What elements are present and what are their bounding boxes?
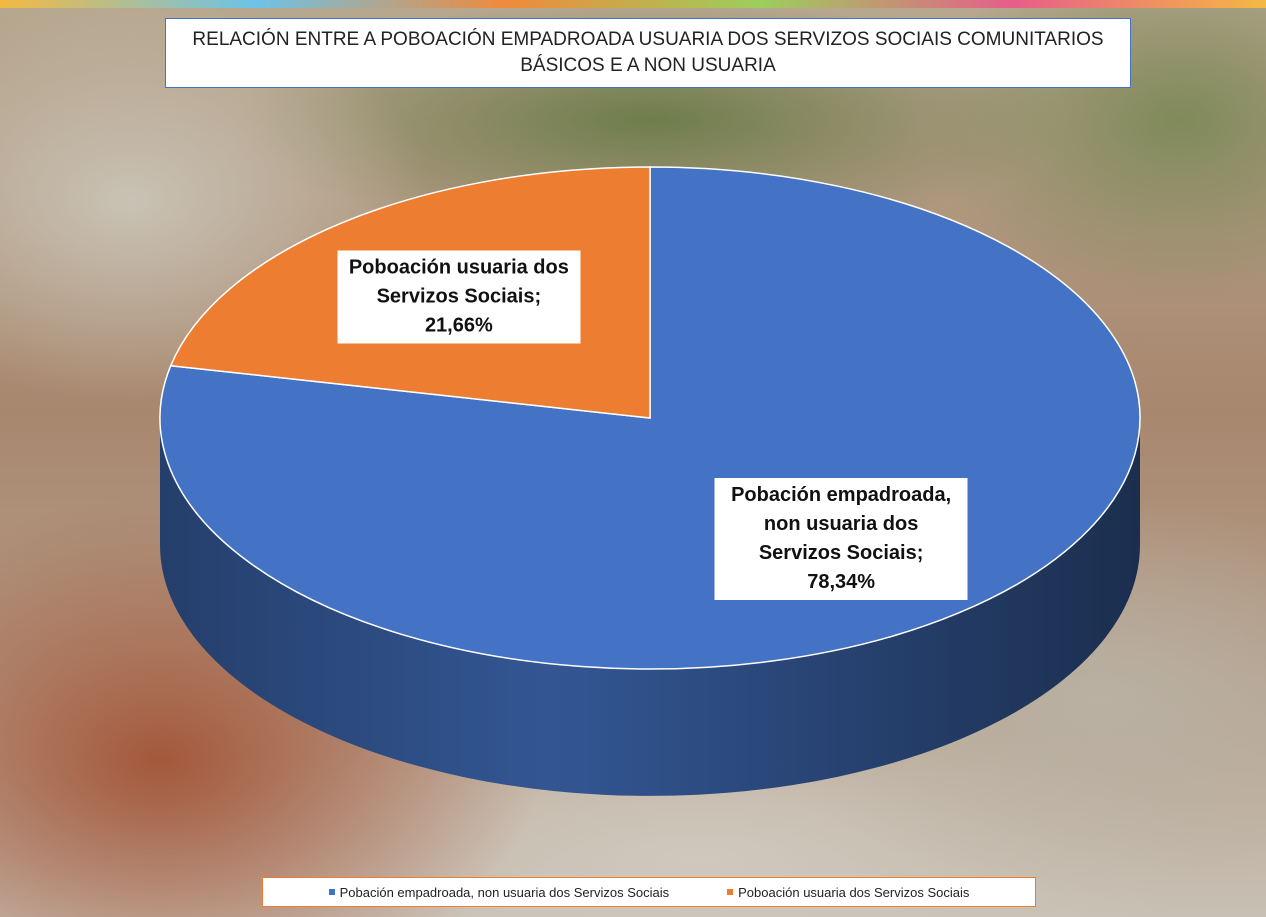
chart-title: RELACIÓN ENTRE A POBOACIÓN EMPADROADA US…	[165, 18, 1131, 88]
label-category: Pobación empadroada, non usuaria dos Ser…	[731, 484, 951, 564]
label-category: Poboación usuaria dos Servizos Sociais	[349, 257, 569, 308]
chart: RELACIÓN ENTRE A POBOACIÓN EMPADROADA US…	[0, 0, 1266, 917]
legend-swatch	[727, 889, 733, 895]
legend-entry: Pobación empadroada, non usuaria dos Ser…	[329, 885, 670, 900]
legend: Pobación empadroada, non usuaria dos Ser…	[262, 877, 1036, 907]
legend-entry: Poboación usuaria dos Servizos Sociais	[727, 885, 969, 900]
legend-label: Pobación empadroada, non usuaria dos Ser…	[340, 885, 670, 900]
label-value: 21,66%	[425, 315, 493, 337]
pie-area	[0, 0, 1266, 917]
legend-label: Poboación usuaria dos Servizos Sociais	[738, 885, 969, 900]
data-label: Poboación usuaria dos Servizos Sociais; …	[336, 250, 581, 345]
legend-swatch	[329, 889, 335, 895]
label-value: 78,34%	[807, 571, 875, 593]
data-label: Pobación empadroada, non usuaria dos Ser…	[714, 477, 969, 601]
